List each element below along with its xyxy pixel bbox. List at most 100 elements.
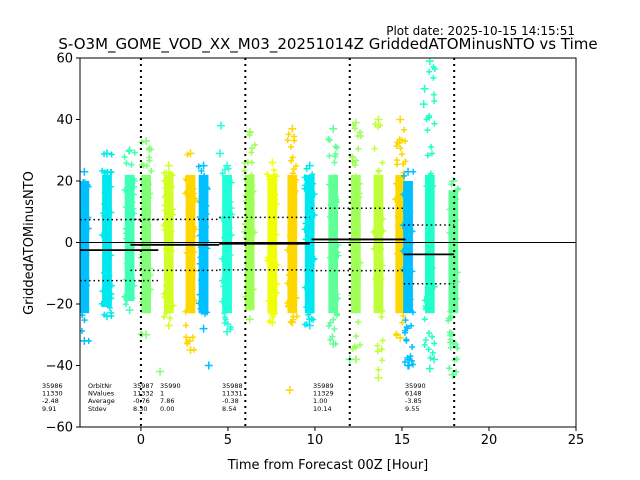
data-point (400, 191, 407, 198)
strip-core (350, 174, 361, 314)
data-point (222, 316, 229, 323)
data-point (267, 306, 274, 313)
data-point (219, 170, 226, 177)
data-point-min (396, 333, 405, 342)
data-point (402, 225, 409, 232)
x-tick-label: 5 (224, 433, 232, 448)
data-point-max (305, 161, 314, 170)
data-point (426, 329, 433, 336)
data-point (303, 268, 310, 275)
data-point-min (245, 315, 254, 324)
x-tick-label: 25 (568, 433, 585, 448)
stat-row-label: Average (88, 397, 115, 405)
data-point (189, 334, 196, 341)
data-point (221, 275, 228, 282)
data-point (244, 270, 251, 277)
data-point-min (142, 330, 151, 339)
data-point (308, 275, 315, 282)
data-point (353, 157, 360, 164)
data-point (268, 311, 275, 318)
data-point (399, 248, 406, 255)
data-point (274, 262, 281, 269)
data-point (402, 317, 409, 324)
data-point (127, 273, 134, 280)
data-point (292, 176, 299, 183)
data-point (107, 183, 114, 190)
data-point (271, 275, 278, 282)
data-point (191, 297, 198, 304)
data-point (123, 297, 130, 304)
data-point (162, 245, 169, 252)
data-point (101, 212, 108, 219)
data-point (332, 153, 339, 160)
data-point (424, 293, 431, 300)
data-point (189, 180, 196, 187)
data-point (453, 341, 460, 348)
data-point (374, 348, 381, 355)
orbit-stat-value: 35990 (160, 382, 181, 390)
data-point (80, 234, 85, 241)
data-point (197, 232, 204, 239)
data-point (183, 334, 190, 341)
data-point-min (223, 327, 232, 336)
data-point (125, 148, 132, 155)
data-point (250, 188, 257, 195)
data-point (188, 307, 195, 314)
data-point-max (186, 149, 195, 158)
data-point (402, 359, 409, 366)
data-point (108, 282, 115, 289)
orbit-stat-value: 35986 (42, 382, 63, 390)
data-point (274, 281, 281, 288)
scatter-strip (121, 146, 138, 315)
data-point (355, 318, 362, 325)
data-point (251, 141, 258, 148)
data-point (355, 207, 362, 214)
data-point (85, 183, 92, 190)
data-point (226, 224, 233, 231)
x-tick-label: 0 (137, 433, 145, 448)
data-point (335, 252, 342, 259)
data-point (108, 252, 115, 259)
data-point (168, 228, 175, 235)
data-point (426, 172, 433, 179)
data-point (335, 242, 342, 249)
data-point (228, 205, 235, 212)
data-point (225, 233, 232, 240)
data-point (307, 214, 314, 221)
data-point (123, 260, 130, 267)
data-point (190, 190, 197, 197)
data-point (378, 275, 385, 282)
data-point (102, 275, 109, 282)
orbit-stat-value: 11331 (222, 390, 243, 398)
data-point (106, 199, 113, 206)
data-point (285, 303, 292, 310)
data-point (302, 236, 309, 243)
strip-core (424, 174, 435, 314)
data-point (447, 308, 454, 315)
data-point (326, 152, 333, 159)
data-point-min (199, 324, 208, 333)
data-point (145, 266, 152, 273)
data-point (140, 291, 147, 298)
scatter-strip (325, 124, 342, 348)
data-point (372, 121, 379, 128)
data-point (405, 182, 412, 189)
data-point (182, 308, 189, 315)
data-point (108, 209, 115, 216)
data-point (288, 224, 295, 231)
data-point (161, 226, 168, 233)
data-point (80, 218, 85, 225)
data-point (198, 308, 205, 315)
data-point (266, 257, 273, 264)
data-point (225, 185, 232, 192)
data-point (268, 224, 275, 231)
data-point (128, 161, 135, 168)
data-point (304, 229, 311, 236)
data-point (80, 196, 86, 203)
data-point (146, 157, 153, 164)
data-point (127, 227, 134, 234)
data-point (248, 248, 255, 255)
data-point (306, 279, 313, 286)
data-point (249, 182, 256, 189)
